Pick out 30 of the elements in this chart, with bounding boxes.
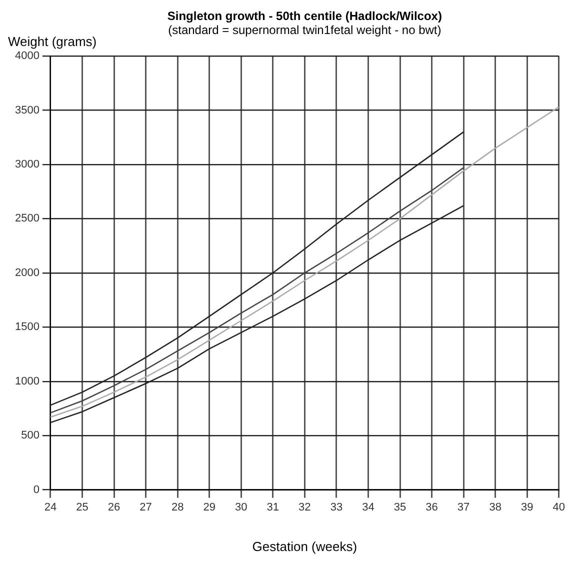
x-tick-label: 28: [171, 501, 184, 514]
y-tick-label: 4000: [14, 50, 40, 62]
x-tick-label: 40: [552, 501, 566, 514]
y-tick-label: 500: [21, 430, 40, 442]
y-tick-label: 3000: [14, 158, 40, 170]
x-tick-label: 34: [362, 501, 374, 514]
x-tick-label: 37: [457, 501, 470, 514]
y-tick-label: 2500: [14, 212, 40, 225]
x-tick-label: 36: [426, 501, 438, 514]
y-tick-label: 1000: [14, 375, 40, 388]
x-tick-label: 27: [140, 501, 152, 514]
x-tick-label: 31: [266, 501, 280, 514]
x-axis-title: Gestation (weeks): [252, 539, 358, 554]
x-tick-label: 29: [203, 501, 216, 514]
x-tick-label: 32: [298, 501, 311, 514]
x-tick-label: 25: [76, 501, 88, 514]
y-tick-label: 0: [33, 484, 40, 496]
y-axis-title: Weight (grams): [8, 34, 97, 49]
chart-subtitle: (standard = supernormal twin1fetal weight - no bwt): [168, 23, 442, 37]
x-tick-label: 24: [44, 501, 57, 514]
x-tick-label: 30: [235, 501, 248, 514]
x-tick-label: 26: [108, 501, 120, 514]
x-tick-label: 33: [330, 501, 343, 514]
x-tick-label: 39: [520, 501, 534, 514]
x-tick-label: 38: [489, 501, 502, 514]
x-tick-label: 35: [394, 501, 406, 514]
y-tick-label: 3500: [14, 104, 40, 116]
y-tick-label: 1500: [14, 321, 40, 334]
chart-title: Singleton growth - 50th centile (Hadlock/Wilcox): [167, 9, 442, 23]
y-tick-label: 2000: [14, 266, 40, 279]
